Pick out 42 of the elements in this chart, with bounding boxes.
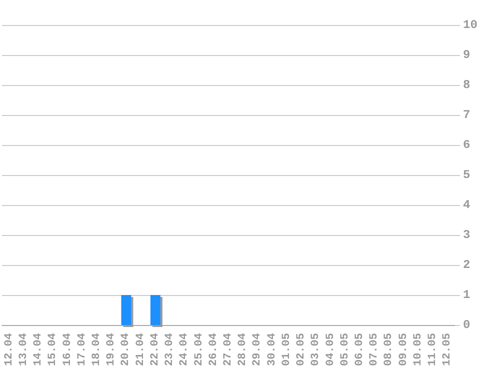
- x-tick-label: 30.04: [266, 332, 278, 366]
- y-tick-label: 10: [463, 18, 478, 32]
- x-tick-label: 12.04: [3, 332, 16, 366]
- x-tick-label: 28.04: [237, 332, 250, 366]
- x-tick-label: 09.05: [398, 332, 410, 366]
- x-tick-label: 21.04: [134, 332, 147, 366]
- y-tick-label: 6: [463, 138, 470, 152]
- y-tick-label: 4: [463, 198, 470, 212]
- x-tick-label: 20.04: [120, 332, 132, 366]
- y-tick-label: 5: [463, 168, 470, 182]
- x-tick-label: 13.04: [18, 332, 30, 366]
- y-tick-label: 3: [463, 228, 470, 242]
- y-tick-label: 7: [463, 108, 470, 122]
- x-tick-label: 04.05: [324, 332, 337, 366]
- x-tick-label: 25.04: [193, 332, 206, 366]
- x-tick-label: 16.04: [62, 332, 74, 366]
- x-tick-label: 03.05: [310, 332, 322, 366]
- x-tick-label: 07.05: [368, 332, 381, 366]
- x-tick-label: 26.04: [208, 332, 220, 366]
- x-tick-label: 15.04: [47, 332, 60, 366]
- x-tick-label: 06.05: [354, 332, 366, 366]
- x-tick-label: 05.05: [339, 332, 352, 366]
- y-tick-label: 1: [463, 288, 470, 302]
- x-tick-label: 08.05: [383, 332, 396, 366]
- x-tick-label: 23.04: [164, 332, 176, 366]
- y-tick-label: 0: [463, 318, 470, 332]
- x-tick-label: 22.04: [149, 332, 162, 366]
- x-tick-label: 27.04: [222, 332, 234, 366]
- y-tick-label: 8: [463, 78, 470, 92]
- x-tick-label: 14.04: [32, 332, 45, 366]
- x-tick-label: 29.04: [252, 332, 264, 366]
- x-tick-label: 18.04: [90, 332, 103, 366]
- x-tick-label: 01.05: [280, 332, 293, 366]
- x-tick-label: 10.05: [412, 332, 424, 366]
- x-tick-label: 02.05: [296, 332, 308, 366]
- x-tick-label: 11.05: [427, 332, 440, 366]
- x-tick-label: 19.04: [106, 332, 118, 366]
- y-tick-label: 9: [463, 48, 470, 62]
- x-tick-label: 17.04: [76, 332, 88, 366]
- x-tick-label: 24.04: [178, 332, 191, 366]
- x-tick-label: 12.05: [442, 332, 454, 366]
- y-tick-label: 2: [463, 258, 470, 272]
